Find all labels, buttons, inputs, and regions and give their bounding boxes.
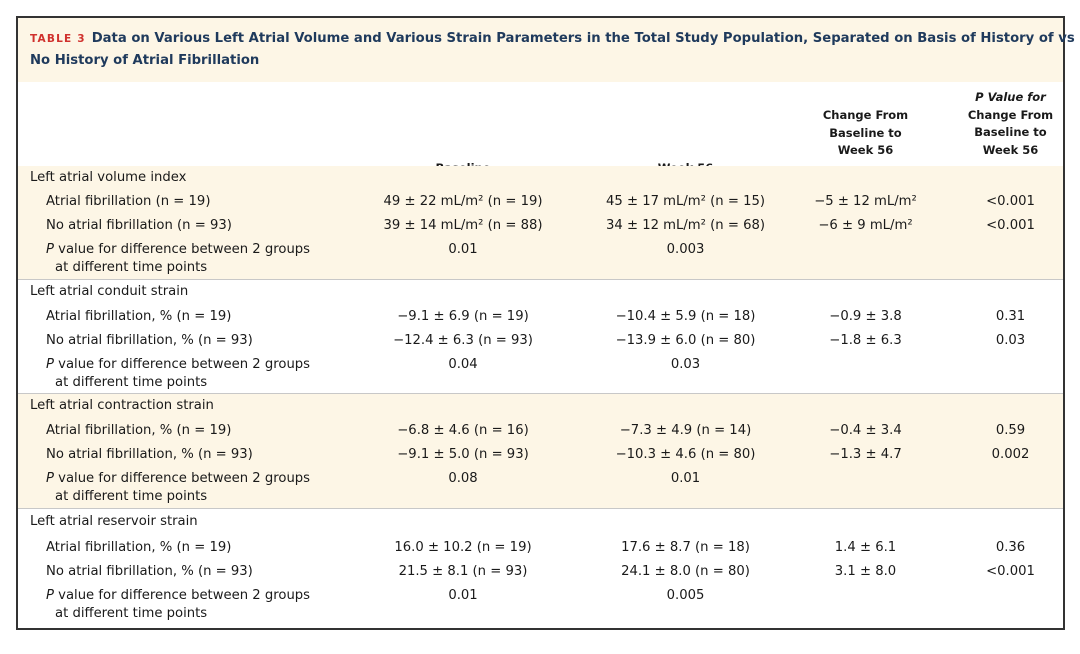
row-label: Atrial fibrillation, % (n = 19) [46,540,232,555]
cell-pvalue: 0.36 [995,540,1026,555]
pvalue-baseline: 0.01 [448,242,478,257]
header-change-line: Baseline to [829,125,902,140]
pvalue-label-line-1: P value for difference between 2 groups [46,242,311,257]
section-title: Left atrial conduit strain [30,284,189,299]
row-label: No atrial fibrillation, % (n = 93) [46,333,253,348]
pvalue-label: P value for difference between 2 groups a… [46,587,346,623]
cell-pvalue: 0.03 [995,333,1026,348]
cell-week56: 17.6 ± 8.7 (n = 18) [621,540,750,555]
cell-change: −6 ± 9 mL/m² [818,218,913,233]
pvalue-baseline: 0.04 [448,357,478,372]
pvalue-label-line-1: P value for difference between 2 groups [46,357,311,372]
cell-baseline: 16.0 ± 10.2 (n = 19) [394,540,532,555]
cell-baseline: −9.1 ± 5.0 (n = 93) [397,447,529,462]
header-pvalue-line: Change From [967,107,1054,122]
cell-week56: −13.9 ± 6.0 (n = 80) [615,333,756,348]
pvalue-label-line-2: at different time points [55,489,208,504]
cell-change: −0.9 ± 3.8 [829,309,902,324]
header-change-line: Change From [822,108,909,122]
cell-week56: 34 ± 12 mL/m² (n = 68) [605,218,765,233]
pvalue-label-line-1: P value for difference between 2 groups [46,588,311,603]
row-label: No atrial fibrillation (n = 93) [46,218,232,233]
header-pvalue-line: Week 56 [982,142,1039,157]
cell-baseline: −12.4 ± 6.3 (n = 93) [393,333,533,348]
section-reservoir-strain: Left atrial reservoir strain Atrial fibr… [18,509,1063,628]
cell-pvalue: <0.001 [986,194,1035,209]
cell-week56: −7.3 ± 4.9 (n = 14) [619,423,752,438]
row-label: Atrial fibrillation, % (n = 19) [46,309,232,324]
pvalue-label-line-2: at different time points [55,375,208,390]
table-title-line-2: No History of Atrial Fibrillation [30,53,260,68]
header-change-line: Week 56 [837,143,894,157]
cell-pvalue: 0.31 [995,309,1026,324]
cell-change: −0.4 ± 3.4 [829,423,902,438]
cell-change: −1.3 ± 4.7 [829,447,902,462]
table-title-bar: TABLE 3 Data on Various Left Atrial Volum… [18,18,1075,82]
row-label: No atrial fibrillation, % (n = 93) [46,447,253,462]
pvalue-label: P value for difference between 2 groups a… [46,241,346,277]
row-label: Atrial fibrillation (n = 19) [46,194,211,209]
cell-baseline: −6.8 ± 4.6 (n = 16) [397,423,529,438]
cell-pvalue: 0.59 [995,423,1026,438]
pvalue-label-line-2: at different time points [55,606,208,621]
cell-baseline: 39 ± 14 mL/m² (n = 88) [383,218,543,233]
cell-pvalue: <0.001 [986,564,1035,579]
section-volume-index: Left atrial volume index Atrial fibrilla… [18,166,1063,280]
cell-baseline: −9.1 ± 6.9 (n = 19) [397,309,529,324]
pvalue-week56: 0.005 [666,588,705,603]
cell-change: −1.8 ± 6.3 [829,333,902,348]
header-pvalue-line: Baseline to [974,125,1047,139]
section-title: Left atrial reservoir strain [30,514,198,529]
table-frame: TABLE 3 Data on Various Left Atrial Volum… [16,16,1075,630]
section-title: Left atrial contraction strain [30,398,214,413]
pvalue-baseline: 0.01 [448,588,478,603]
cell-pvalue: 0.002 [991,447,1030,462]
section-contraction-strain: Left atrial contraction strain Atrial fi… [18,394,1063,509]
table-tag: TABLE 3 [30,33,86,45]
pvalue-week56: 0.03 [670,357,701,372]
pvalue-week56: 0.01 [670,471,701,486]
cell-week56: −10.3 ± 4.6 (n = 80) [615,447,756,462]
cell-week56: −10.4 ± 5.9 (n = 18) [615,309,756,324]
cell-change: 3.1 ± 8.0 [834,564,897,579]
pvalue-label: P value for difference between 2 groups a… [46,356,346,392]
pvalue-label: P value for difference between 2 groups a… [46,470,346,506]
header-pvalue-line: P Value for [975,90,1046,104]
cell-baseline: 21.5 ± 8.1 (n = 93) [398,564,528,579]
table-title-line-1: TABLE 3 Data on Various Left Atrial Volum… [30,28,1075,50]
cell-change: −5 ± 12 mL/m² [814,194,917,209]
section-title: Left atrial volume index [30,170,187,185]
row-label: No atrial fibrillation, % (n = 93) [46,564,253,579]
cell-pvalue: <0.001 [986,218,1035,233]
pvalue-label-line-2: at different time points [55,260,208,275]
pvalue-label-line-1: P value for difference between 2 groups [46,471,311,486]
table-title-text: Data on Various Left Atrial Volume and V… [91,31,1075,46]
pvalue-baseline: 0.08 [448,471,478,486]
table-header: Baseline Week 56 Change From Baseline to… [18,90,1063,183]
section-conduit-strain: Left atrial conduit strain Atrial fibril… [18,280,1063,394]
cell-week56: 45 ± 17 mL/m² (n = 15) [605,194,765,209]
row-label: Atrial fibrillation, % (n = 19) [46,423,232,438]
header-pvalue: P Value for Change From Baseline to Week… [958,89,1063,159]
pvalue-week56: 0.003 [666,242,705,257]
cell-change: 1.4 ± 6.1 [834,540,897,555]
cell-week56: 24.1 ± 8.0 (n = 80) [621,564,750,579]
header-change: Change From Baseline to Week 56 [778,107,953,160]
cell-baseline: 49 ± 22 mL/m² (n = 19) [383,194,543,209]
